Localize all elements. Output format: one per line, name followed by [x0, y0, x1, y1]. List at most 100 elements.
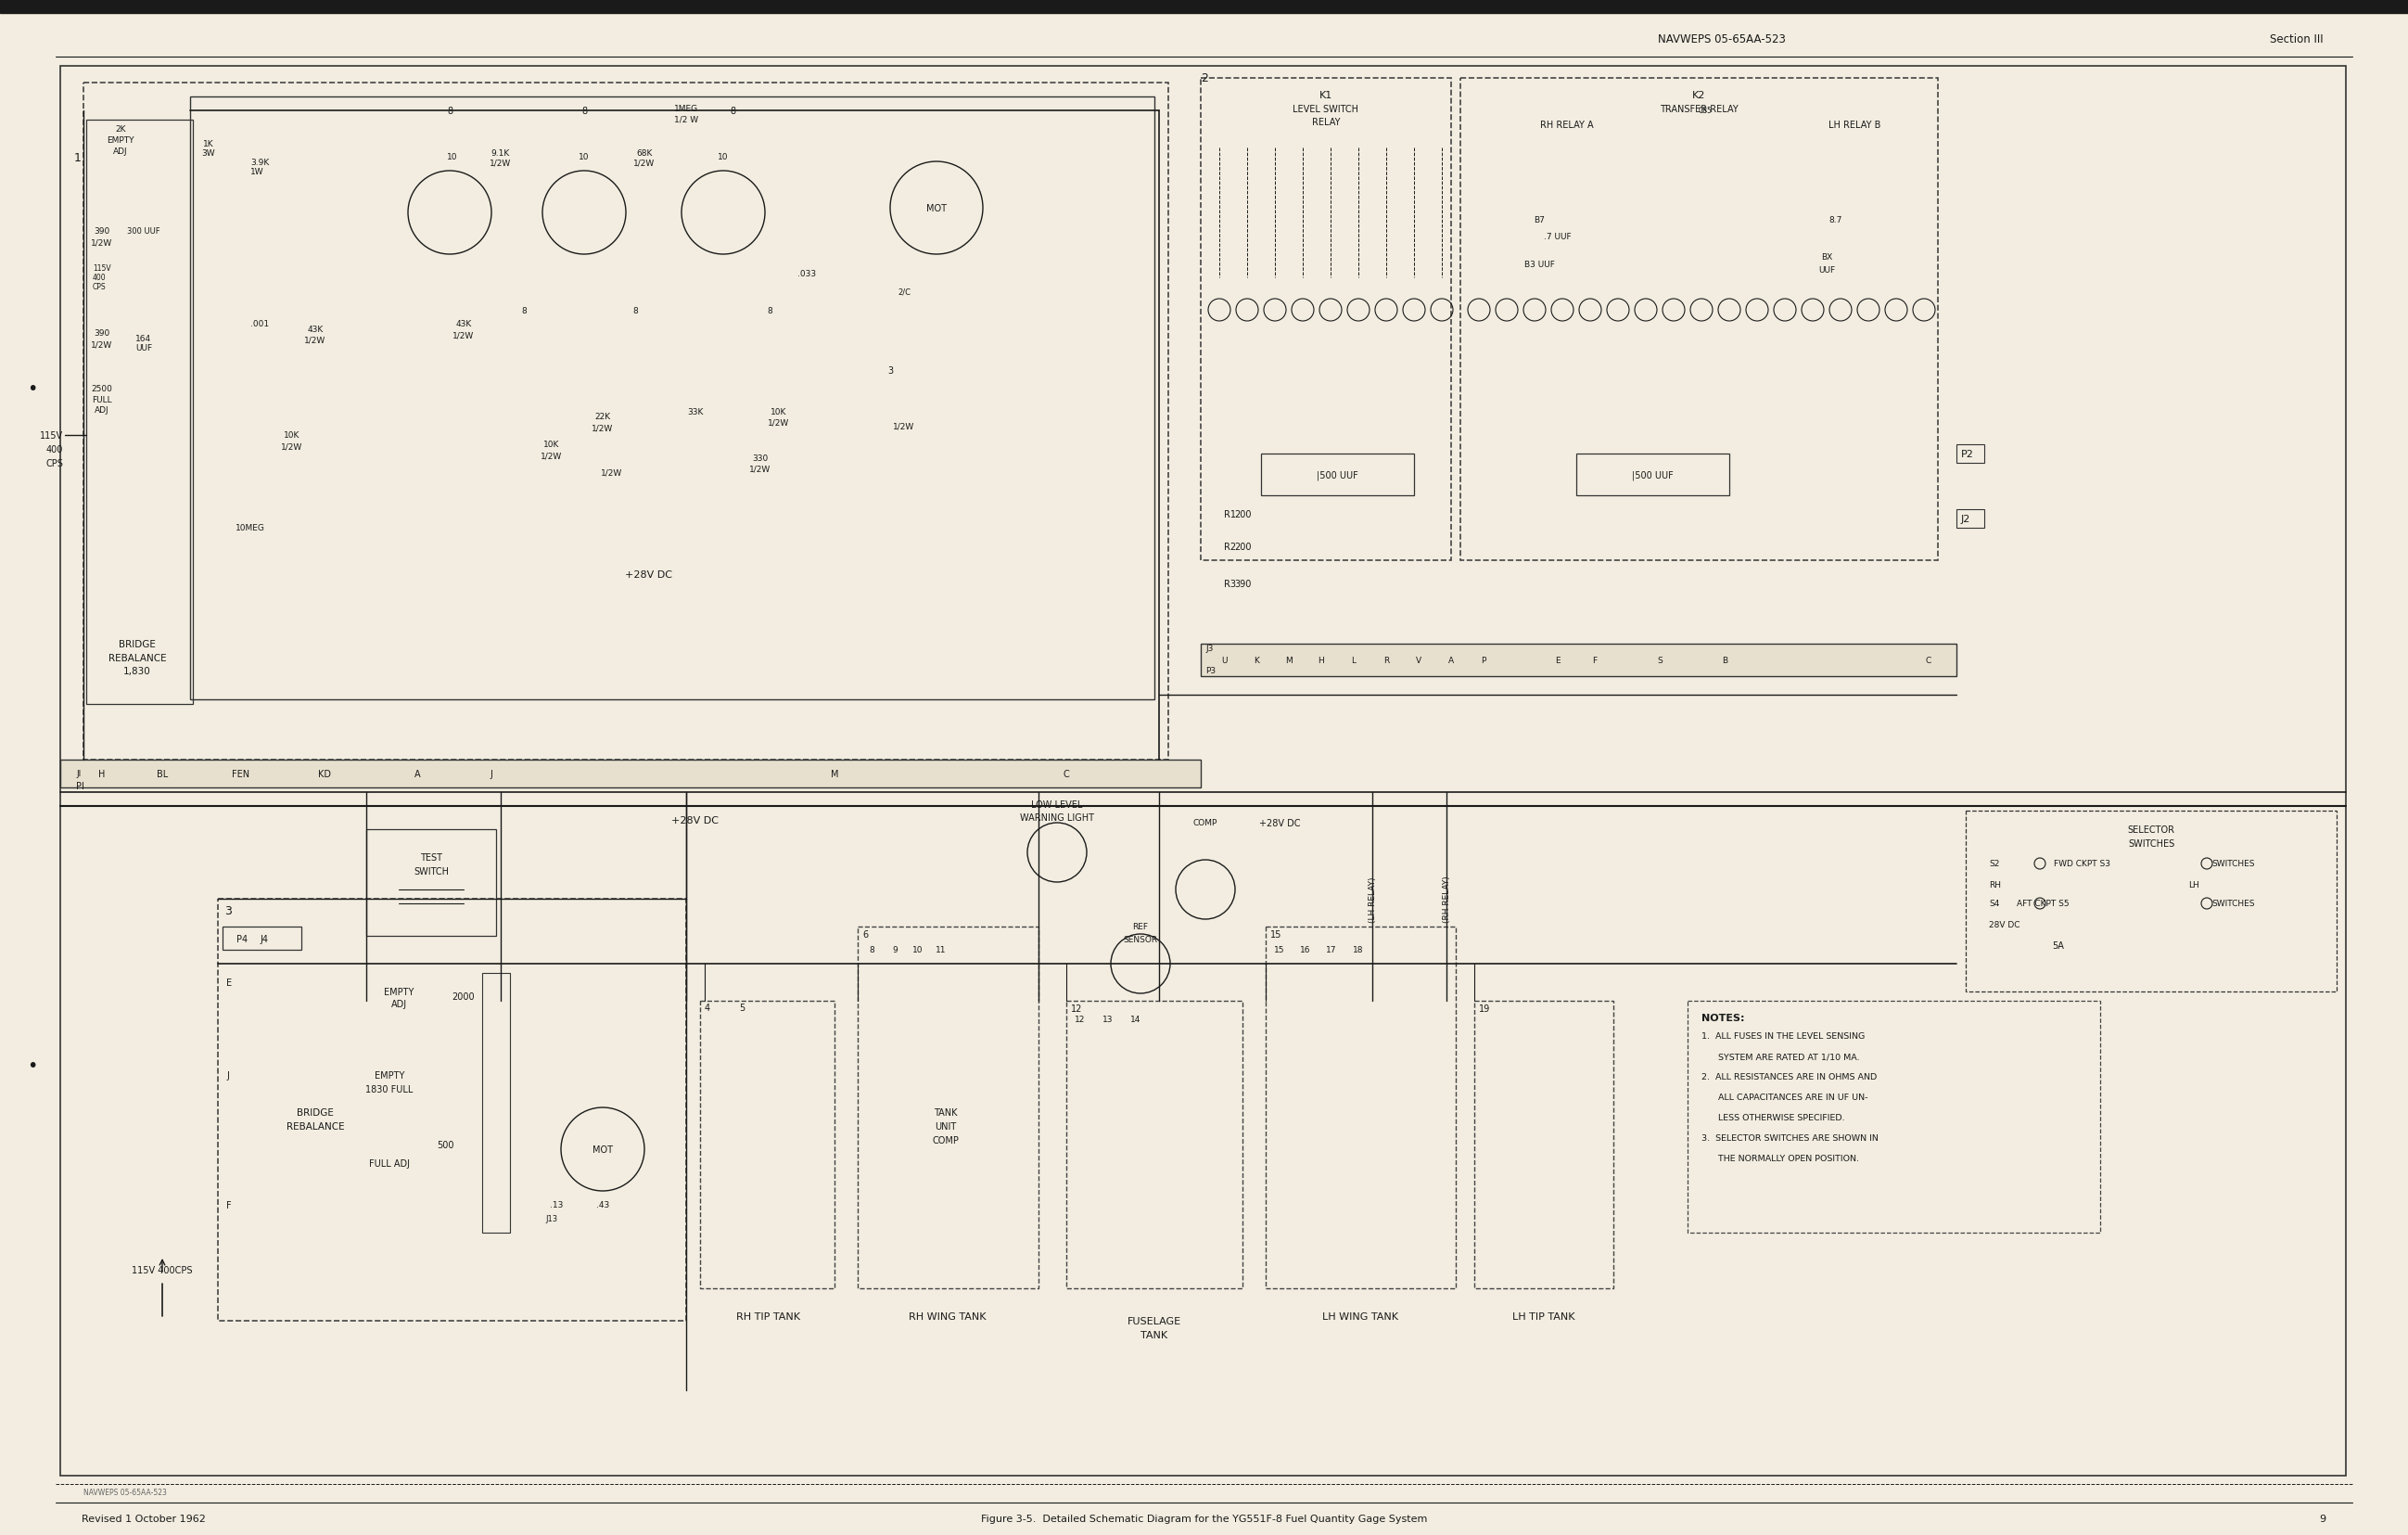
Bar [60, 760, 1202, 787]
Text: 1,830: 1,830 [123, 666, 152, 675]
Bar [217, 900, 686, 1322]
Text: 390: 390 [1233, 579, 1252, 588]
Text: 2: 2 [1202, 72, 1209, 84]
Text: 3.  SELECTOR SWITCHES ARE SHOWN IN: 3. SELECTOR SWITCHES ARE SHOWN IN [1702, 1134, 1878, 1142]
Text: 1/2W: 1/2W [749, 465, 771, 473]
Text: ADJ: ADJ [94, 407, 108, 414]
Text: ADJ: ADJ [113, 147, 128, 155]
Bar [0, 0, 2408, 14]
Text: 28V DC: 28V DC [1989, 921, 2020, 929]
Bar [857, 927, 1038, 1288]
Text: |500 UUF: |500 UUF [1317, 471, 1358, 480]
Text: RELAY: RELAY [1312, 118, 1341, 127]
Text: 1.  ALL FUSES IN THE LEVEL SENSING: 1. ALL FUSES IN THE LEVEL SENSING [1702, 1032, 1864, 1041]
Text: Section III: Section III [2271, 32, 2324, 45]
Text: UUF: UUF [1818, 267, 1835, 275]
Bar [366, 829, 496, 936]
Text: E: E [1556, 657, 1560, 665]
Text: 8: 8 [520, 307, 527, 315]
Text: LH WING TANK: LH WING TANK [1322, 1311, 1399, 1322]
Text: 8: 8 [869, 946, 874, 955]
Text: 1/2W: 1/2W [893, 422, 915, 430]
Text: SWITCH: SWITCH [414, 867, 448, 876]
Text: (RH RELAY): (RH RELAY) [1442, 875, 1450, 923]
Text: R1: R1 [1223, 510, 1235, 519]
Text: A: A [414, 769, 421, 778]
Text: 9.1K: 9.1K [491, 149, 510, 157]
Text: •: • [26, 381, 39, 398]
Text: COMP: COMP [932, 1136, 958, 1145]
Text: ADJ: ADJ [390, 999, 407, 1008]
Text: Figure 3-5.  Detailed Schematic Diagram for the YG551F-8 Fuel Quantity Gage Syst: Figure 3-5. Detailed Schematic Diagram f… [980, 1514, 1428, 1523]
Text: 22K: 22K [595, 413, 612, 421]
Text: .001: .001 [250, 321, 270, 328]
Text: S4: S4 [1989, 900, 1999, 907]
Text: 1K: 1K [202, 140, 214, 147]
Text: LH RELAY B: LH RELAY B [1828, 121, 1881, 130]
Text: 10: 10 [578, 154, 590, 161]
Text: 2/C: 2/C [898, 289, 910, 296]
Text: LOW-LEVEL: LOW-LEVEL [1031, 800, 1084, 809]
Text: 1: 1 [75, 152, 82, 164]
Text: 12: 12 [1074, 1016, 1086, 1024]
Text: NOTES:: NOTES: [1702, 1013, 1743, 1022]
Bar [701, 1001, 836, 1288]
Text: 164: 164 [135, 335, 152, 342]
Text: B: B [1722, 657, 1727, 665]
Text: J: J [491, 769, 494, 778]
Text: SENSOR: SENSOR [1122, 936, 1158, 944]
Text: 10K: 10K [771, 408, 787, 416]
Text: H: H [99, 769, 106, 778]
Text: 115V: 115V [41, 431, 63, 441]
Text: 3W: 3W [202, 150, 214, 158]
Text: 115V 400CPS: 115V 400CPS [132, 1265, 193, 1274]
Text: 3.9K: 3.9K [250, 158, 270, 166]
Text: C: C [1064, 769, 1069, 778]
Text: P2: P2 [1960, 450, 1975, 459]
Text: 15: 15 [1271, 930, 1281, 939]
Text: LH: LH [2189, 881, 2199, 889]
Text: BRIDGE: BRIDGE [118, 640, 157, 649]
Text: TEST: TEST [419, 853, 443, 863]
Bar [1955, 510, 1984, 528]
Text: 200: 200 [1233, 510, 1252, 519]
Text: LESS OTHERWISE SPECIFIED.: LESS OTHERWISE SPECIFIED. [1702, 1114, 1845, 1122]
Text: MOT: MOT [927, 204, 946, 213]
Text: C85: C85 [1698, 107, 1712, 115]
Text: 9: 9 [891, 946, 898, 955]
Text: SELECTOR: SELECTOR [2129, 824, 2174, 834]
Text: 12: 12 [1072, 1004, 1084, 1013]
Text: EMPTY: EMPTY [106, 137, 135, 146]
Text: 8: 8 [448, 106, 453, 115]
Text: K: K [1255, 657, 1259, 665]
Text: 1830 FULL: 1830 FULL [366, 1085, 414, 1094]
Text: CPS: CPS [94, 282, 106, 292]
Text: P3: P3 [1206, 666, 1216, 675]
Text: 8: 8 [633, 307, 638, 315]
Text: RH TIP TANK: RH TIP TANK [737, 1311, 799, 1322]
Text: 3: 3 [224, 906, 231, 918]
Text: BRIDGE: BRIDGE [296, 1108, 335, 1117]
Text: 400: 400 [94, 273, 106, 282]
Text: SWITCHES: SWITCHES [2129, 838, 2174, 849]
Text: 1/2W: 1/2W [768, 419, 790, 427]
Text: .033: .033 [797, 269, 816, 278]
Text: R3: R3 [1223, 579, 1235, 588]
Bar [1202, 645, 1955, 677]
Text: FUSELAGE: FUSELAGE [1127, 1315, 1182, 1326]
Text: UUF: UUF [135, 344, 152, 353]
Bar [222, 927, 301, 950]
Text: 2000: 2000 [453, 992, 474, 1001]
Text: FWD CKPT S3: FWD CKPT S3 [2054, 860, 2109, 869]
Text: M: M [831, 769, 838, 778]
Text: SWITCHES: SWITCHES [2211, 860, 2254, 869]
Bar [1459, 78, 1938, 560]
Text: .43: .43 [597, 1200, 609, 1210]
Text: 10K: 10K [284, 431, 301, 441]
Text: RH RELAY A: RH RELAY A [1541, 121, 1594, 130]
Text: 1/2W: 1/2W [542, 451, 563, 460]
Text: AFT CKPT S5: AFT CKPT S5 [2018, 900, 2068, 907]
Text: EMPTY: EMPTY [373, 1070, 405, 1081]
Text: 2.  ALL RESISTANCES ARE IN OHMS AND: 2. ALL RESISTANCES ARE IN OHMS AND [1702, 1073, 1876, 1081]
Bar [1202, 78, 1452, 560]
